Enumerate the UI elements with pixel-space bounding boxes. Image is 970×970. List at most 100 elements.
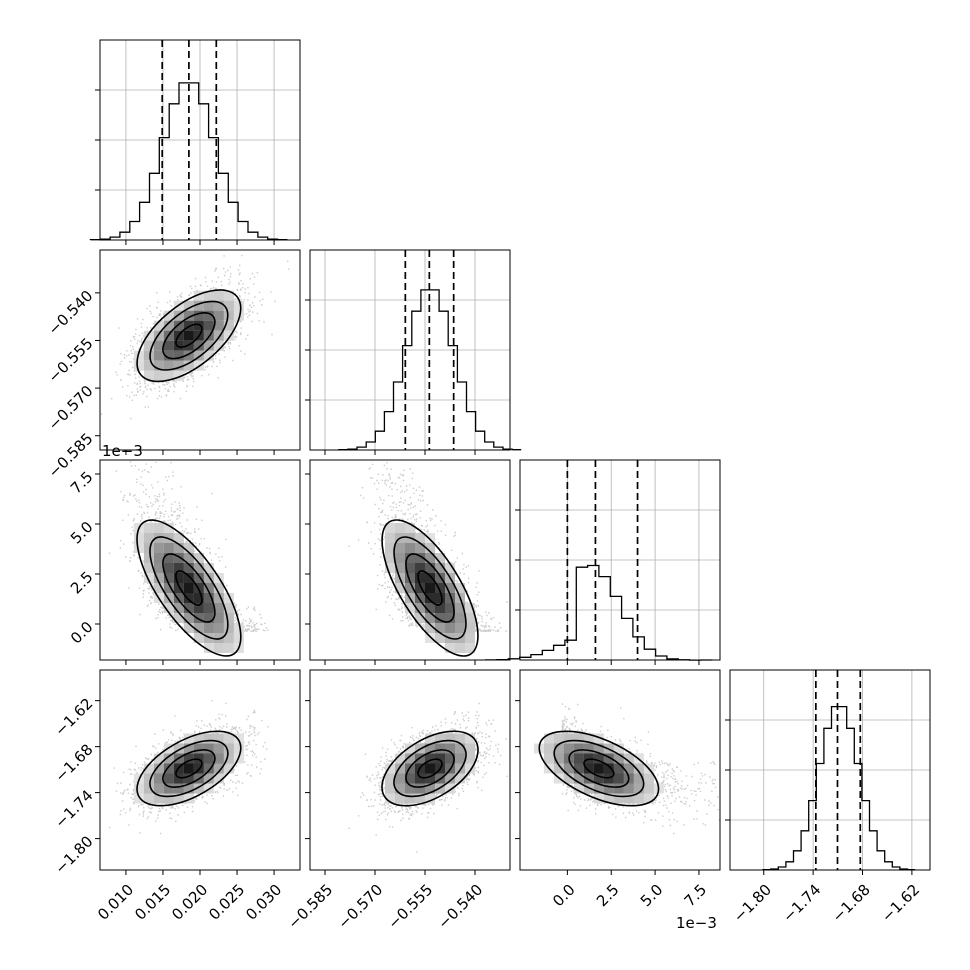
- density-cell: [163, 603, 174, 613]
- density-cell: [163, 340, 174, 351]
- density-cell: [425, 583, 435, 593]
- x-tick-label-2: 0.0: [549, 881, 579, 911]
- density-cell: [223, 603, 234, 613]
- density-cell: [613, 793, 624, 804]
- density-cell: [183, 603, 194, 613]
- density-cell: [133, 793, 144, 804]
- x-tick-label-0: 0.025: [205, 881, 248, 924]
- density-cell: [435, 743, 445, 754]
- x-offset-label: 1e−3: [676, 914, 717, 932]
- density-cell: [223, 290, 234, 301]
- density-cell: [143, 370, 154, 381]
- x-tick-label-2: 5.0: [637, 881, 667, 911]
- density-cell: [385, 563, 395, 573]
- x-tick-label-2: 2.5: [593, 881, 623, 911]
- density-cell: [223, 643, 234, 653]
- contour-level-4: [381, 519, 479, 657]
- density-cell: [425, 743, 435, 754]
- contour-level-3: [149, 739, 229, 798]
- density-cell: [183, 583, 194, 593]
- density-cell: [425, 633, 435, 643]
- histogram: [762, 705, 916, 871]
- density-cell: [133, 350, 144, 361]
- density-cell: [603, 793, 614, 804]
- density-cell: [553, 753, 564, 764]
- density-cell: [405, 553, 415, 563]
- density-cell: [445, 583, 455, 593]
- y-tick-label-1: −0.555: [45, 334, 97, 386]
- density-cell: [163, 320, 174, 331]
- density-cell: [435, 563, 445, 573]
- density-cell: [395, 773, 405, 784]
- contour-level-4: [136, 289, 242, 383]
- density-cell: [133, 783, 144, 794]
- density-cell: [203, 733, 214, 744]
- density-cell: [563, 743, 574, 754]
- density-cell: [183, 623, 194, 633]
- density-cell: [563, 733, 574, 744]
- density-cell: [223, 300, 234, 311]
- density-cell: [213, 773, 224, 784]
- density-cell: [193, 633, 204, 643]
- density-cell: [203, 613, 214, 623]
- density-cell: [173, 793, 184, 804]
- density-cell: [593, 773, 604, 784]
- density-cell: [203, 573, 214, 583]
- density-cell: [415, 583, 425, 593]
- density-cell: [465, 743, 475, 754]
- density-cell: [603, 773, 614, 784]
- density-cell: [223, 743, 234, 754]
- density-cell: [173, 773, 184, 784]
- density-cell: [163, 543, 174, 553]
- density-cell: [203, 603, 214, 613]
- density-cell: [223, 320, 234, 331]
- density-cell: [163, 573, 174, 583]
- pair-panel-3-1: [348, 702, 510, 853]
- density-cell: [455, 583, 465, 593]
- density-cell: [183, 593, 194, 603]
- density-cell: [465, 753, 475, 764]
- density-cell: [213, 593, 224, 603]
- density-cell: [233, 310, 244, 321]
- density-cell: [203, 340, 214, 351]
- density-cell: [193, 573, 204, 583]
- density-cell: [455, 753, 465, 764]
- density-cell: [213, 613, 224, 623]
- contour-level-4: [538, 730, 660, 807]
- density-cell: [465, 613, 475, 623]
- density-cell: [425, 753, 435, 764]
- density-cell: [445, 603, 455, 613]
- density-cell: [213, 603, 224, 613]
- contour-level-2: [162, 312, 216, 360]
- contour-level-3: [553, 739, 645, 798]
- density-cell: [465, 603, 475, 613]
- contour-level-1: [175, 570, 203, 606]
- density-cell: [203, 753, 214, 764]
- density-cell: [385, 523, 395, 533]
- density-cell: [173, 743, 184, 754]
- x-tick-label-1: −0.555: [384, 881, 436, 933]
- density-cell: [163, 763, 174, 774]
- density-cell: [425, 763, 435, 774]
- histogram: [338, 289, 522, 451]
- density-cell: [153, 553, 164, 563]
- density-cell: [553, 733, 564, 744]
- density-cell: [445, 563, 455, 573]
- density-cell: [445, 593, 455, 603]
- density-cell: [435, 583, 445, 593]
- density-cell: [183, 310, 194, 321]
- density-cell: [173, 573, 184, 583]
- density-cell: [415, 573, 425, 583]
- density-cell: [415, 773, 425, 784]
- density-cell: [633, 773, 644, 784]
- density-cell: [213, 583, 224, 593]
- scatter-points: [561, 703, 720, 835]
- density-cell: [193, 783, 204, 794]
- density-cell: [193, 623, 204, 633]
- density-cell: [573, 733, 584, 744]
- density-cell: [643, 783, 654, 794]
- density-cell: [593, 753, 604, 764]
- pair-panel-1-0: [100, 254, 290, 420]
- density-cell: [143, 523, 154, 533]
- density-cell: [435, 733, 445, 744]
